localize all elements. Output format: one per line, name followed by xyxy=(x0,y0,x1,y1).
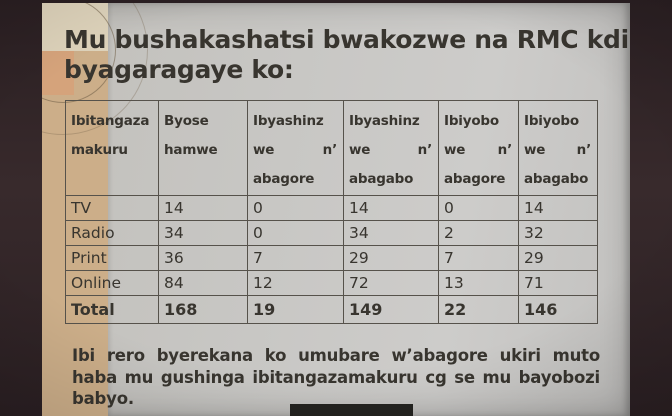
slide-title: Mu bushakashatsi bwakozwe na RMC kdi bya… xyxy=(64,25,629,84)
cell-value: 7 xyxy=(247,245,344,271)
column-header-byose-hamwe: Byose hamwe xyxy=(158,100,248,196)
slide-content: Mu bushakashatsi bwakozwe na RMC kdi bya… xyxy=(42,3,630,416)
cell-value: 13 xyxy=(438,270,519,296)
cell-value: 0 xyxy=(438,195,519,221)
cell-value: 36 xyxy=(158,245,248,271)
column-header-ibitangaza-makuru: Ibitangaza makuru xyxy=(65,100,159,196)
table-total-row: Total 168 19 149 22 146 xyxy=(65,295,598,324)
cell-value: 0 xyxy=(247,195,344,221)
conclusion-line1: Ibi rero byerekana ko umubare w’abagore … xyxy=(72,346,600,365)
cell-value: 12 xyxy=(247,270,344,296)
table-row-online: Online 84 12 72 13 71 xyxy=(65,270,598,296)
cell-value: 32 xyxy=(518,220,598,246)
table-header-row: Ibitangaza makuru Byose hamwe Ibyashinz … xyxy=(65,100,598,196)
column-header-ibyashinzwe-abagabo: Ibyashinz we n’ abagabo xyxy=(343,100,439,196)
column-header-ibyashinzwe-abagore: Ibyashinz we n’ abagore xyxy=(247,100,344,196)
conclusion-text: Ibi rero byerekana ko umubare w’abagore … xyxy=(72,345,600,410)
row-label: Print xyxy=(65,245,159,271)
cell-value: 29 xyxy=(343,245,439,271)
table-row-tv: TV 14 0 14 0 14 xyxy=(65,195,598,221)
column-header-ibiyobowe-abagabo: Ibiyobo we n’ abagabo xyxy=(518,100,598,196)
cell-value: 84 xyxy=(158,270,248,296)
cell-value: 72 xyxy=(343,270,439,296)
cell-value: 22 xyxy=(438,295,519,324)
cell-value: 146 xyxy=(518,295,598,324)
cell-value: 14 xyxy=(158,195,248,221)
row-label: Radio xyxy=(65,220,159,246)
conclusion-line2: haba mu gushinga ibitangazamakuru cg se … xyxy=(72,367,600,387)
row-label: Online xyxy=(65,270,159,296)
slide-title-line1: Mu bushakashatsi bwakozwe na RMC kdi xyxy=(64,25,629,54)
data-table: Ibitangaza makuru Byose hamwe Ibyashinz … xyxy=(65,100,598,324)
foreground-object xyxy=(290,404,413,416)
cell-value: 34 xyxy=(343,220,439,246)
presentation-slide: Mu bushakashatsi bwakozwe na RMC kdi bya… xyxy=(42,3,630,416)
row-label: Total xyxy=(65,295,159,324)
conclusion-line3: babyo. xyxy=(72,389,134,408)
table-row-print: Print 36 7 29 7 29 xyxy=(65,245,598,271)
column-header-ibiyobowe-abagore: Ibiyobo we n’ abagore xyxy=(438,100,519,196)
cell-value: 19 xyxy=(247,295,344,324)
cell-value: 168 xyxy=(158,295,248,324)
cell-value: 0 xyxy=(247,220,344,246)
cell-value: 29 xyxy=(518,245,598,271)
row-label: TV xyxy=(65,195,159,221)
cell-value: 7 xyxy=(438,245,519,271)
cell-value: 14 xyxy=(518,195,598,221)
table-row-radio: Radio 34 0 34 2 32 xyxy=(65,220,598,246)
cell-value: 14 xyxy=(343,195,439,221)
cell-value: 34 xyxy=(158,220,248,246)
cell-value: 149 xyxy=(343,295,439,324)
cell-value: 2 xyxy=(438,220,519,246)
cell-value: 71 xyxy=(518,270,598,296)
slide-title-line2: byagaragaye ko: xyxy=(64,54,294,84)
